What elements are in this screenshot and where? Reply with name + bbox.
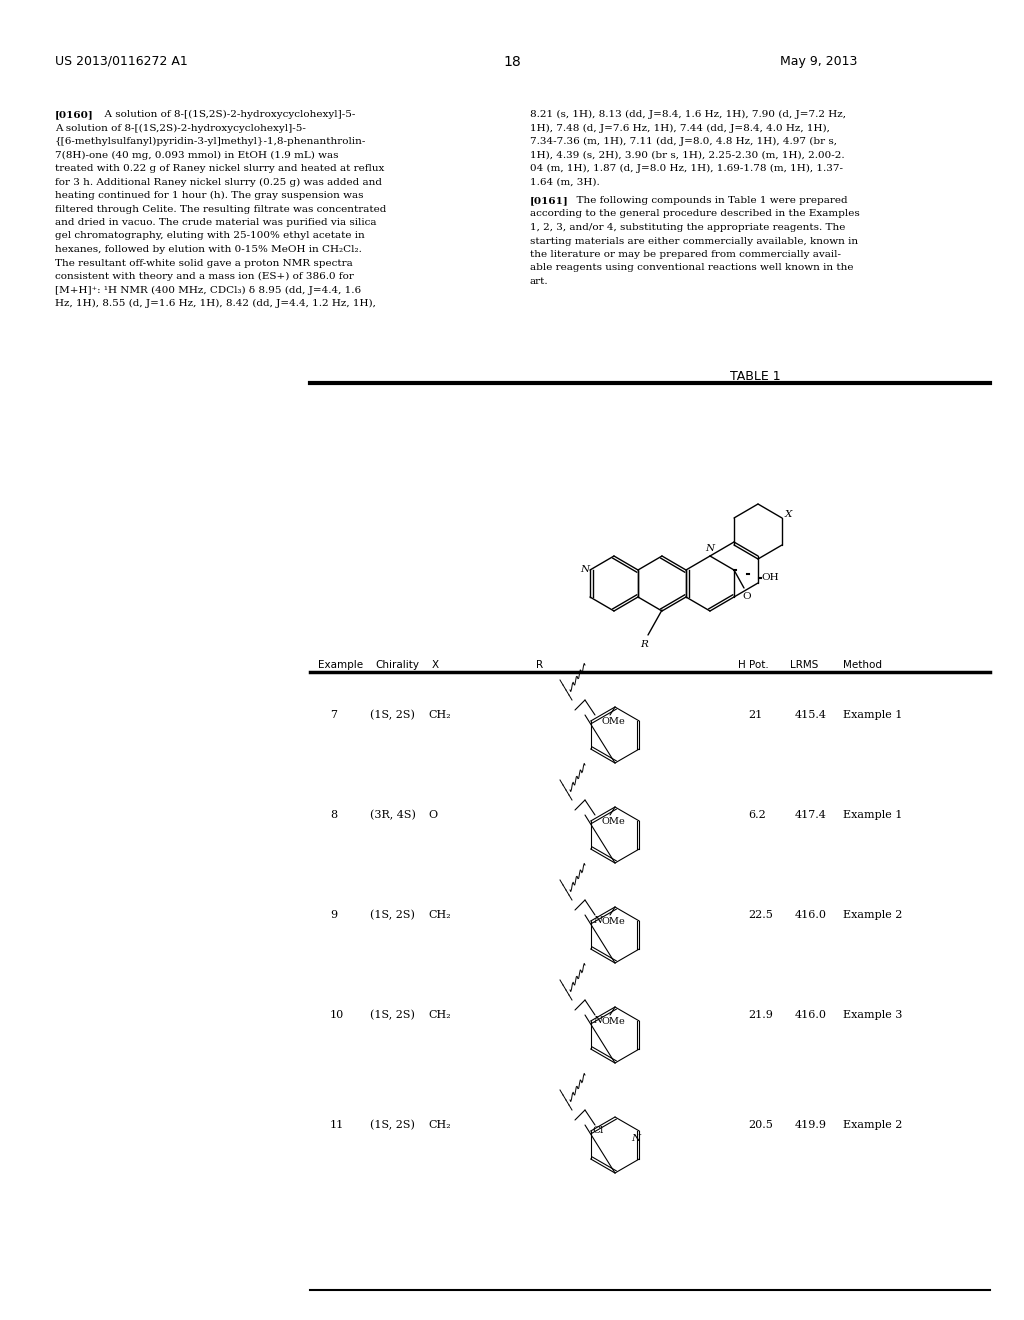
Text: 415.4: 415.4 <box>795 710 827 719</box>
Text: 21: 21 <box>748 710 762 719</box>
Text: 7(8H)-one (40 mg, 0.093 mmol) in EtOH (1.9 mL) was: 7(8H)-one (40 mg, 0.093 mmol) in EtOH (1… <box>55 150 339 160</box>
Text: 11: 11 <box>330 1119 344 1130</box>
Text: [M+H]⁺: ¹H NMR (400 MHz, CDCl₃) δ 8.95 (dd, J=4.4, 1.6: [M+H]⁺: ¹H NMR (400 MHz, CDCl₃) δ 8.95 (… <box>55 285 361 294</box>
Text: 22.5: 22.5 <box>748 909 773 920</box>
Text: Example 2: Example 2 <box>843 1119 902 1130</box>
Text: Cl: Cl <box>593 1126 604 1135</box>
Text: (1S, 2S): (1S, 2S) <box>370 909 415 920</box>
Text: consistent with theory and a mass ion (ES+) of 386.0 for: consistent with theory and a mass ion (E… <box>55 272 354 281</box>
Text: A solution of 8-[(1S,2S)-2-hydroxycyclohexyl]-5-: A solution of 8-[(1S,2S)-2-hydroxycycloh… <box>55 124 306 132</box>
Text: Example 1: Example 1 <box>843 710 902 719</box>
Text: treated with 0.22 g of Raney nickel slurry and heated at reflux: treated with 0.22 g of Raney nickel slur… <box>55 164 384 173</box>
Text: 18: 18 <box>503 55 521 69</box>
Text: 8: 8 <box>330 810 337 820</box>
Text: 416.0: 416.0 <box>795 909 827 920</box>
Text: N: N <box>631 1134 640 1143</box>
Text: starting materials are either commercially available, known in: starting materials are either commercial… <box>530 236 858 246</box>
Text: 419.9: 419.9 <box>795 1119 827 1130</box>
Text: Example 2: Example 2 <box>843 909 902 920</box>
Text: Example: Example <box>318 660 364 671</box>
Text: LRMS: LRMS <box>790 660 818 671</box>
Text: according to the general procedure described in the Examples: according to the general procedure descr… <box>530 210 860 219</box>
Text: able reagents using conventional reactions well known in the: able reagents using conventional reactio… <box>530 264 853 272</box>
Text: (3R, 4S): (3R, 4S) <box>370 810 416 820</box>
Text: 10: 10 <box>330 1010 344 1020</box>
Text: Method: Method <box>843 660 882 671</box>
Text: CH₂: CH₂ <box>428 710 451 719</box>
Text: O: O <box>428 810 437 820</box>
Text: OMe: OMe <box>602 717 626 726</box>
Text: X: X <box>432 660 439 671</box>
Text: [0161]: [0161] <box>530 195 568 205</box>
Text: {[6-methylsulfanyl)pyridin-3-yl]methyl}-1,8-phenanthrolin-: {[6-methylsulfanyl)pyridin-3-yl]methyl}-… <box>55 137 367 147</box>
Text: OMe: OMe <box>602 1016 626 1026</box>
Text: (1S, 2S): (1S, 2S) <box>370 710 415 721</box>
Text: OH: OH <box>761 573 778 582</box>
Text: N: N <box>593 1016 602 1026</box>
Text: 21.9: 21.9 <box>748 1010 773 1020</box>
Text: OMe: OMe <box>602 817 626 826</box>
Text: N: N <box>705 544 714 553</box>
Text: for 3 h. Additional Raney nickel slurry (0.25 g) was added and: for 3 h. Additional Raney nickel slurry … <box>55 177 382 186</box>
Text: 7: 7 <box>330 710 337 719</box>
Text: CH₂: CH₂ <box>428 1010 451 1020</box>
Text: 7.34-7.36 (m, 1H), 7.11 (dd, J=8.0, 4.8 Hz, 1H), 4.97 (br s,: 7.34-7.36 (m, 1H), 7.11 (dd, J=8.0, 4.8 … <box>530 137 837 147</box>
Text: art.: art. <box>530 277 549 286</box>
Text: H Pot.: H Pot. <box>738 660 769 671</box>
Text: R: R <box>537 660 544 671</box>
Text: OMe: OMe <box>602 917 626 927</box>
Text: CH₂: CH₂ <box>428 1119 451 1130</box>
Text: heating continued for 1 hour (h). The gray suspension was: heating continued for 1 hour (h). The gr… <box>55 191 364 201</box>
Text: Hz, 1H), 8.55 (d, J=1.6 Hz, 1H), 8.42 (dd, J=4.4, 1.2 Hz, 1H),: Hz, 1H), 8.55 (d, J=1.6 Hz, 1H), 8.42 (d… <box>55 300 376 308</box>
Text: 1.64 (m, 3H).: 1.64 (m, 3H). <box>530 177 600 186</box>
Text: The resultant off-white solid gave a proton NMR spectra: The resultant off-white solid gave a pro… <box>55 259 352 268</box>
Text: US 2013/0116272 A1: US 2013/0116272 A1 <box>55 55 187 69</box>
Text: Example 1: Example 1 <box>843 810 902 820</box>
Text: gel chromatography, eluting with 25-100% ethyl acetate in: gel chromatography, eluting with 25-100%… <box>55 231 365 240</box>
Text: X: X <box>785 510 793 519</box>
Text: A solution of 8-[(1S,2S)-2-hydroxycyclohexyl]-5-: A solution of 8-[(1S,2S)-2-hydroxycycloh… <box>98 110 355 119</box>
Text: 6.2: 6.2 <box>748 810 766 820</box>
Text: May 9, 2013: May 9, 2013 <box>780 55 857 69</box>
Text: 1H), 4.39 (s, 2H), 3.90 (br s, 1H), 2.25-2.30 (m, 1H), 2.00-2.: 1H), 4.39 (s, 2H), 3.90 (br s, 1H), 2.25… <box>530 150 845 160</box>
Text: the literature or may be prepared from commercially avail-: the literature or may be prepared from c… <box>530 249 841 259</box>
Text: (1S, 2S): (1S, 2S) <box>370 1010 415 1020</box>
Text: N: N <box>593 916 602 925</box>
Text: R: R <box>640 640 648 649</box>
Text: and dried in vacuo. The crude material was purified via silica: and dried in vacuo. The crude material w… <box>55 218 377 227</box>
Text: Example 3: Example 3 <box>843 1010 902 1020</box>
Text: filtered through Celite. The resulting filtrate was concentrated: filtered through Celite. The resulting f… <box>55 205 386 214</box>
Text: hexanes, followed by elution with 0-15% MeOH in CH₂Cl₂.: hexanes, followed by elution with 0-15% … <box>55 246 361 253</box>
Text: 8.21 (s, 1H), 8.13 (dd, J=8.4, 1.6 Hz, 1H), 7.90 (d, J=7.2 Hz,: 8.21 (s, 1H), 8.13 (dd, J=8.4, 1.6 Hz, 1… <box>530 110 846 119</box>
Text: The following compounds in Table 1 were prepared: The following compounds in Table 1 were … <box>570 195 848 205</box>
Text: TABLE 1: TABLE 1 <box>730 370 780 383</box>
Text: 9: 9 <box>330 909 337 920</box>
Text: 20.5: 20.5 <box>748 1119 773 1130</box>
Text: 1H), 7.48 (d, J=7.6 Hz, 1H), 7.44 (dd, J=8.4, 4.0 Hz, 1H),: 1H), 7.48 (d, J=7.6 Hz, 1H), 7.44 (dd, J… <box>530 124 829 132</box>
Text: [0160]: [0160] <box>55 110 94 119</box>
Text: N: N <box>580 565 589 574</box>
Text: 1, 2, 3, and/or 4, substituting the appropriate reagents. The: 1, 2, 3, and/or 4, substituting the appr… <box>530 223 846 232</box>
Text: CH₂: CH₂ <box>428 909 451 920</box>
Text: 04 (m, 1H), 1.87 (d, J=8.0 Hz, 1H), 1.69-1.78 (m, 1H), 1.37-: 04 (m, 1H), 1.87 (d, J=8.0 Hz, 1H), 1.69… <box>530 164 843 173</box>
Text: 416.0: 416.0 <box>795 1010 827 1020</box>
Text: O: O <box>742 591 751 601</box>
Text: 417.4: 417.4 <box>795 810 826 820</box>
Text: Chirality: Chirality <box>375 660 419 671</box>
Text: (1S, 2S): (1S, 2S) <box>370 1119 415 1130</box>
